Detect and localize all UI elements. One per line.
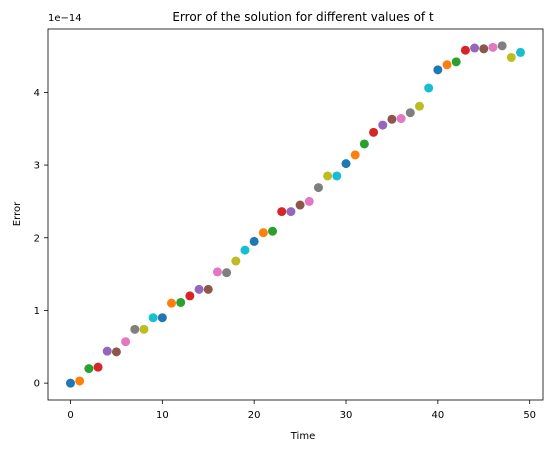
data-point (111, 347, 121, 357)
y-tick-label: 4 (34, 88, 40, 99)
x-tick-label: 0 (67, 410, 73, 421)
data-point (148, 313, 158, 323)
data-point (194, 284, 204, 294)
y-offset-label: 1e−14 (48, 13, 82, 24)
data-point (433, 65, 443, 75)
y-tick-label: 3 (34, 161, 40, 172)
data-point (451, 57, 461, 67)
x-tick-label: 10 (156, 410, 169, 421)
data-point (341, 159, 351, 169)
data-point (488, 42, 498, 52)
data-points (66, 41, 525, 388)
data-point (212, 267, 222, 277)
data-point (387, 114, 397, 124)
data-point (258, 228, 268, 238)
data-point (460, 45, 470, 55)
data-point (66, 378, 75, 388)
plot-area (48, 29, 543, 400)
data-point (497, 41, 507, 51)
data-point (378, 120, 388, 130)
data-point (176, 297, 186, 307)
data-point (268, 226, 278, 236)
data-point (414, 101, 424, 111)
data-point (93, 362, 103, 372)
plot-frame (47, 28, 544, 401)
data-point (369, 127, 379, 137)
data-point (185, 291, 195, 301)
data-point (424, 83, 434, 93)
data-point (277, 207, 287, 217)
data-point (396, 114, 406, 124)
data-point (222, 268, 232, 278)
x-tick-label: 50 (523, 410, 536, 421)
data-point (350, 150, 360, 160)
data-point (249, 236, 259, 246)
data-point (84, 364, 94, 374)
data-point (295, 200, 305, 210)
data-point (121, 337, 131, 347)
data-point (102, 346, 112, 356)
y-axis-label: Error (12, 201, 23, 226)
data-point (359, 139, 369, 149)
data-point (304, 196, 314, 206)
x-axis: 0 10 20 30 40 50 (67, 400, 536, 421)
data-point (139, 324, 149, 334)
data-point (157, 313, 167, 323)
x-tick-label: 30 (340, 410, 353, 421)
data-point (167, 298, 177, 308)
data-point (231, 256, 241, 266)
data-point (313, 183, 323, 193)
x-tick-label: 20 (248, 410, 261, 421)
data-point (332, 171, 342, 181)
y-tick-label: 1 (34, 306, 40, 317)
data-point (130, 324, 140, 334)
x-tick-label: 40 (431, 410, 444, 421)
data-point (506, 52, 516, 62)
x-axis-label: Time (290, 431, 315, 442)
data-point (405, 108, 415, 118)
y-tick-label: 0 (34, 379, 40, 390)
data-point (516, 47, 525, 57)
y-tick-label: 2 (34, 233, 40, 244)
data-point (203, 284, 213, 294)
data-point (286, 207, 296, 217)
data-point (442, 60, 452, 70)
y-axis: 0 1 2 3 4 (34, 88, 48, 390)
data-point (75, 376, 85, 386)
data-point (323, 171, 333, 181)
data-point (240, 245, 250, 255)
data-point (479, 44, 489, 54)
data-point (470, 43, 480, 53)
chart-title: Error of the solution for different valu… (172, 10, 434, 24)
